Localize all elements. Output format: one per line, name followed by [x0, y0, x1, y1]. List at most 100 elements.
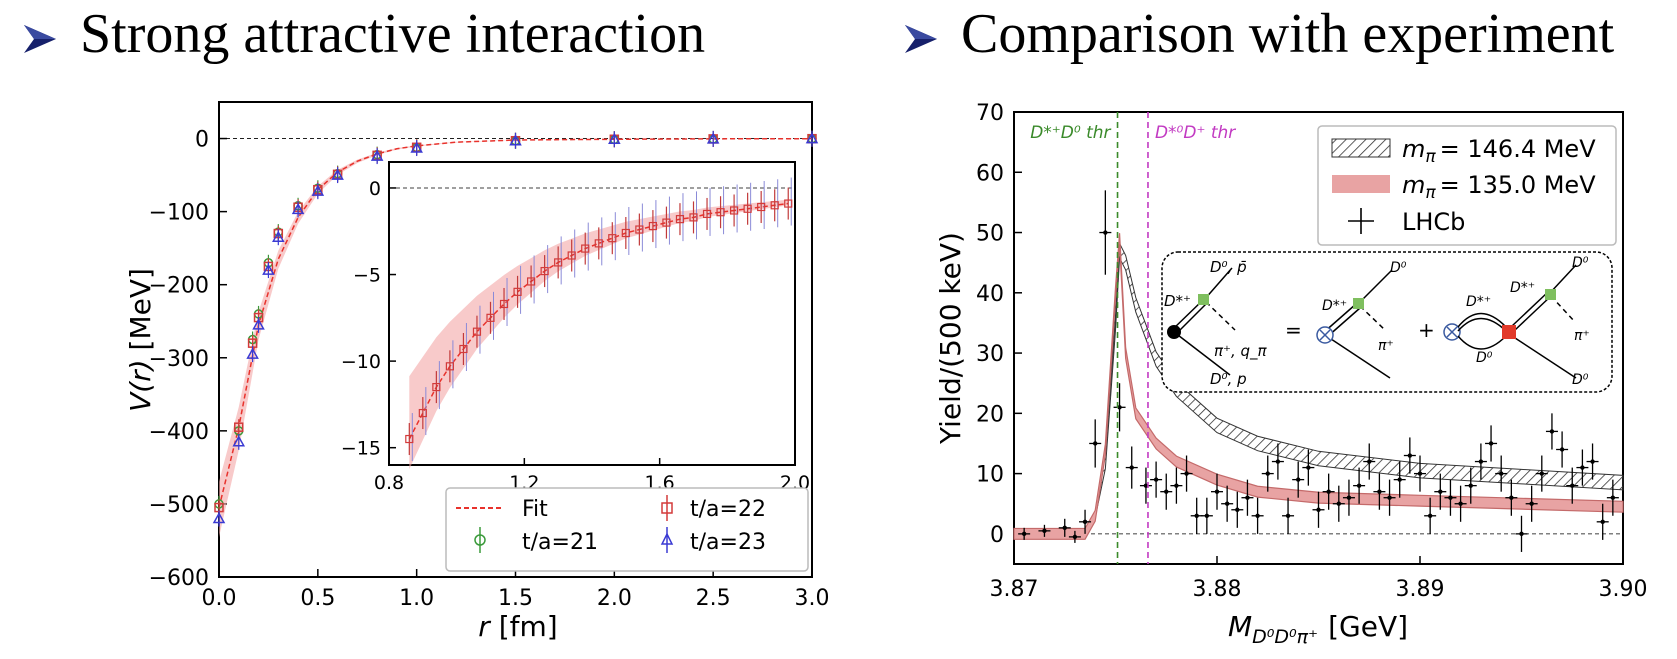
inset-y-tick-label: −10 — [341, 351, 381, 373]
lhcb-data-point — [1539, 471, 1545, 476]
inset-data-point — [716, 208, 725, 217]
inset-data-point — [540, 266, 549, 276]
lhcb-data-point — [1164, 489, 1169, 494]
inset-y-tick-label: −5 — [353, 265, 381, 287]
lhcb-data-point — [1316, 507, 1321, 512]
lhcb-data-point — [1427, 513, 1433, 518]
left-y-tick-label: −500 — [149, 493, 209, 518]
lhcb-data-point — [1224, 501, 1230, 506]
right-y-tick-label: 30 — [976, 342, 1004, 367]
lhcb-data-point — [1367, 459, 1372, 464]
lhcb-data-point — [1509, 495, 1514, 500]
inset-data-point — [608, 234, 617, 243]
lhcb-data-point — [1255, 513, 1260, 518]
diagram-equals-sign: = — [1285, 318, 1302, 342]
left-x-tick-label: 1.5 — [498, 586, 533, 611]
legend-146-label: mπ = 146.4 MeV — [1402, 135, 1596, 167]
right-x-axis-label: MD⁰D⁰π⁺ [GeV] — [1228, 610, 1408, 648]
inset-data-point — [405, 434, 414, 444]
lhcb-data-point — [1042, 528, 1047, 534]
diagram1-label-dstar: D*⁺ — [1164, 292, 1191, 310]
left-legend: Fit t/a=22 t/a=21 t/a=23 — [445, 487, 809, 572]
lhcb-data-point — [1488, 441, 1494, 446]
data-point-t23 — [252, 318, 265, 330]
left-series-group — [212, 130, 819, 538]
lhcb-data-point — [1103, 230, 1108, 235]
lhcb-data-point — [1387, 495, 1392, 500]
lhcb-data-point — [1214, 489, 1220, 494]
right-heading-text: Comparison with experiment — [961, 3, 1615, 65]
lhcb-data-point — [1448, 495, 1453, 500]
diagram2-label-d0-top: D⁰ — [1390, 260, 1407, 276]
inset-data-point — [784, 199, 793, 208]
lhcb-data-point — [1417, 471, 1423, 476]
lhcb-data-point — [1549, 429, 1555, 434]
lhcb-data-point — [1519, 531, 1524, 537]
inset-data-point — [526, 277, 536, 286]
legend-t22-swatch — [661, 495, 673, 521]
lhcb-data-point — [1397, 477, 1402, 482]
lhcb-data-point — [1499, 471, 1504, 476]
right-x-tick-label: 3.90 — [1599, 577, 1648, 602]
lhcb-data-point — [1570, 483, 1575, 488]
data-point-t23 — [262, 263, 275, 275]
left-y-tick-label: −300 — [149, 347, 209, 372]
inset-data-point — [486, 313, 495, 322]
right-y-tick-label: 20 — [976, 402, 1004, 427]
left-heading-text: Strong attractive interaction — [80, 3, 706, 65]
diagram-vertex-1 — [1167, 267, 1236, 376]
lhcb-data-point — [1117, 405, 1122, 410]
threshold-label: D*⁰D⁺ thr — [1155, 123, 1236, 143]
lhcb-data-point — [1235, 507, 1240, 512]
legend-t21-swatch — [474, 527, 486, 553]
legend-t22-label: t/a=22 — [690, 497, 766, 522]
right-y-tick-label: 0 — [990, 523, 1004, 548]
legend-t23-swatch — [660, 527, 674, 553]
inset-data-point — [499, 299, 509, 309]
arrow-bullet-icon — [903, 21, 939, 57]
inset-data-point — [689, 213, 698, 222]
diagram3-label-dstar-loop: D*⁺ — [1466, 294, 1491, 310]
inset-series-group — [405, 177, 793, 470]
lhcb-data-point — [1326, 489, 1331, 494]
inset-data-point — [445, 362, 454, 371]
right-x-tick-label: 3.87 — [990, 577, 1039, 602]
legend-hatched-swatch — [1331, 138, 1391, 158]
right-legend: mπ = 146.4 MeV mπ = 135.0 MeV LHCb — [1317, 125, 1617, 246]
lhcb-data-point — [1377, 489, 1382, 494]
arrow-bullet-icon — [22, 21, 58, 57]
lhcb-data-point — [1458, 501, 1463, 506]
lhcb-data-point — [1153, 477, 1159, 482]
lhcb-data-point — [1296, 477, 1301, 482]
threshold-label: D*⁺D⁰ thr — [1030, 123, 1111, 143]
left-y-tick-label: 0 — [195, 128, 209, 153]
inset-data-point — [729, 206, 739, 215]
lhcb-data-point — [1529, 501, 1534, 506]
diagram3-label-dstar-out: D*⁺ — [1510, 280, 1535, 296]
lhcb-data-point — [1245, 495, 1250, 500]
diagram-box — [1161, 251, 1613, 393]
data-point-t23 — [246, 347, 259, 359]
inset-data-point — [621, 228, 630, 238]
diagram-vertex-2 — [1316, 269, 1393, 379]
lhcb-data-point — [1062, 525, 1067, 531]
left-y-axis-label: V(r) [MeV] — [124, 268, 157, 412]
lhcb-data-point — [1306, 465, 1311, 470]
left-x-tick-label: 3.0 — [795, 586, 830, 611]
lhcb-data-point — [1072, 534, 1078, 540]
right-heading: Comparison with experiment — [903, 2, 1614, 66]
right-x-tick-label: 3.89 — [1396, 577, 1445, 602]
diagram-plus-sign: + — [1418, 318, 1435, 342]
inset-plot: 0.8 1.2 1.6 2.00−5−10−15 — [341, 161, 810, 494]
legend-fit-label: Fit — [522, 497, 548, 522]
diagram2-label-pi: π⁺ — [1378, 338, 1394, 354]
diagram1-label-bottom: D⁰, p — [1210, 370, 1247, 388]
left-y-tick-label: −400 — [149, 420, 209, 445]
inset-fit-line — [408, 202, 789, 440]
lhcb-data-point — [1082, 519, 1088, 525]
left-y-tick-label: −200 — [149, 274, 209, 299]
diagram3-label-pi: π⁺ — [1574, 328, 1590, 344]
lhcb-data-point — [1438, 489, 1443, 494]
right-y-tick-label: 60 — [976, 161, 1004, 186]
